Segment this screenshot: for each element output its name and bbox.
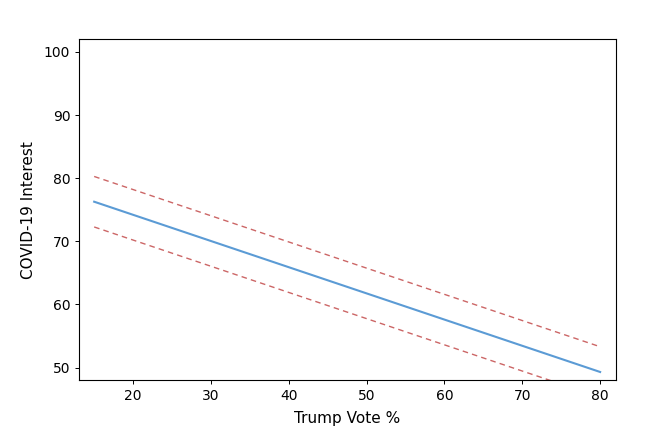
X-axis label: Trump Vote %: Trump Vote % — [294, 411, 400, 426]
Y-axis label: COVID-19 Interest: COVID-19 Interest — [20, 141, 35, 279]
